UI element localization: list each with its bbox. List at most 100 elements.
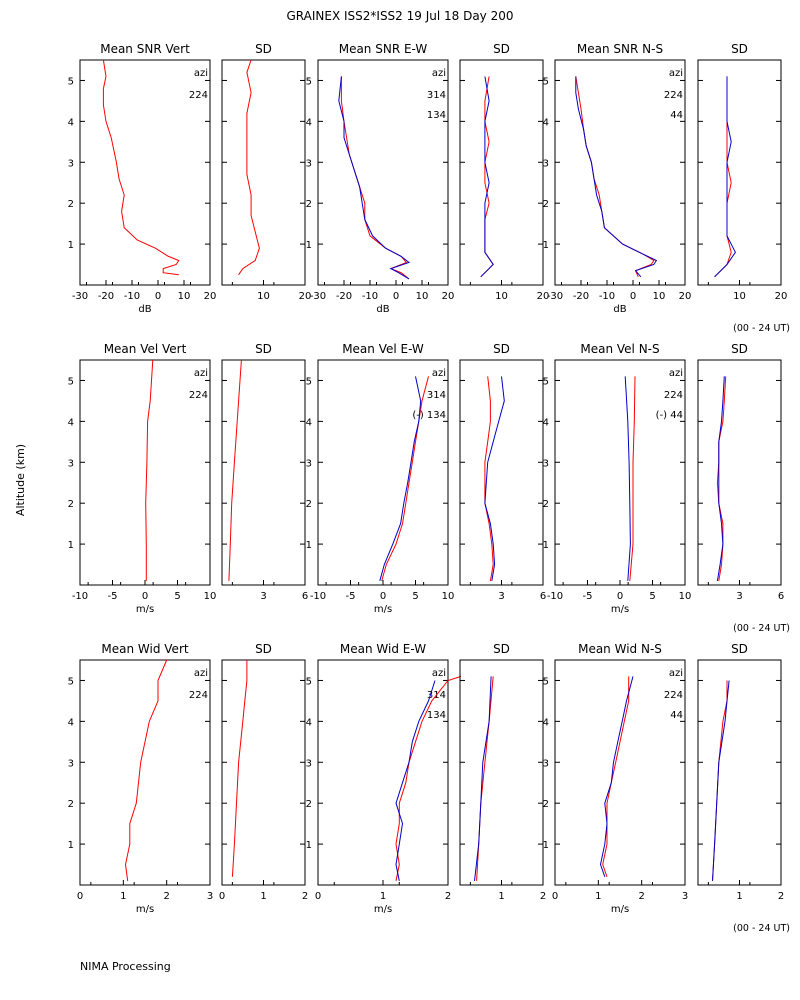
x-axis-label: m/s	[611, 604, 629, 615]
profile-line	[714, 76, 736, 278]
y-tick-label: 2	[543, 499, 549, 510]
x-tick-label: 2	[638, 891, 644, 902]
chart-panel: Mean Vel Vert -10 -5 0 5 10 1 2 3 4 5 m/s azi 224	[68, 342, 217, 615]
legend-entry: 224	[664, 390, 683, 401]
profile-line	[145, 359, 154, 581]
y-tick-label: 1	[68, 540, 74, 551]
y-tick-label: 1	[306, 540, 312, 551]
ut-range-label: (00 - 24 UT)	[733, 323, 790, 334]
profile-line	[338, 76, 411, 280]
y-tick-label: 5	[543, 76, 549, 87]
profile-line	[575, 76, 658, 278]
y-axis-label: Altitude (km)	[14, 444, 27, 516]
panel-title: SD	[731, 42, 748, 56]
y-tick-label: 3	[306, 158, 312, 169]
profile-line	[476, 676, 494, 881]
x-tick-label: -20	[98, 291, 114, 302]
panel-title: Mean Vel N-S	[580, 342, 659, 356]
x-tick-label: 10	[733, 291, 746, 302]
panel-title: Mean Wid N-S	[578, 642, 662, 656]
panel-frame	[554, 59, 686, 286]
chart-panel: SD 10 20	[221, 42, 311, 302]
x-tick-label: 3	[736, 591, 742, 602]
chart-panel: SD 1 2	[697, 642, 784, 902]
figure-title: GRAINEX ISS2*ISS2 19 Jul 18 Day 200	[287, 9, 514, 23]
y-tick-label: 3	[543, 458, 549, 469]
profile-line	[395, 675, 462, 881]
x-tick-label: 0	[315, 891, 321, 902]
y-tick-label: 3	[68, 758, 74, 769]
legend-entry: 44	[670, 110, 683, 121]
x-tick-label: 5	[412, 591, 418, 602]
y-tick-label: 5	[306, 76, 312, 87]
y-tick-label: 4	[543, 717, 549, 728]
chart-panel: Mean SNR N-S -30 -20 -10 0 10 20 1 2 3 4 5 dB azi 224 4…	[543, 42, 692, 315]
x-tick-label: -10	[72, 591, 88, 602]
ut-range-label: (00 - 24 UT)	[733, 623, 790, 634]
panel-title: SD	[731, 642, 748, 656]
panel-frame	[459, 659, 544, 886]
legend-header: azi	[194, 368, 208, 379]
legend-entry: 224	[189, 690, 208, 701]
x-tick-label: 10	[679, 591, 692, 602]
x-tick-label: 0	[380, 591, 386, 602]
legend-header: azi	[432, 368, 446, 379]
legend-entry: (-) 134	[412, 410, 446, 421]
chart-panel: SD 3 6	[221, 342, 308, 602]
profile-line	[379, 376, 422, 582]
x-tick-label: -10	[599, 291, 615, 302]
y-tick-label: 2	[68, 499, 74, 510]
x-tick-label: -10	[124, 291, 140, 302]
x-tick-label: 20	[204, 291, 217, 302]
x-tick-label: 6	[540, 591, 546, 602]
panel-frame	[697, 659, 782, 886]
x-tick-label: 20	[775, 291, 788, 302]
y-tick-label: 5	[306, 676, 312, 687]
x-tick-label: 10	[416, 291, 429, 302]
x-tick-label: 1	[595, 891, 601, 902]
y-tick-label: 2	[543, 799, 549, 810]
x-tick-label: 10	[442, 591, 455, 602]
y-tick-label: 4	[306, 417, 312, 428]
profile-line	[629, 376, 636, 581]
y-tick-label: 3	[68, 458, 74, 469]
x-tick-label: -10	[547, 591, 563, 602]
ut-range-label: (00 - 24 UT)	[733, 923, 790, 934]
legend-header: azi	[669, 368, 683, 379]
y-tick-label: 5	[68, 676, 74, 687]
panels-grid: (00 - 24 UT)Mean SNR Vert-30 -20 -10 0 10 201…	[68, 42, 790, 934]
profile-line	[716, 376, 725, 581]
x-axis-label: m/s	[136, 604, 154, 615]
x-tick-label: 1	[380, 891, 386, 902]
x-tick-label: -20	[336, 291, 352, 302]
panel-frame	[697, 59, 782, 286]
chart-panel: SD 3 6	[697, 342, 784, 602]
profile-line	[474, 676, 492, 881]
profile-line	[395, 680, 436, 881]
panel-frame	[79, 59, 211, 286]
panel-frame	[697, 359, 782, 586]
profile-line	[624, 376, 631, 581]
y-tick-label: 5	[306, 376, 312, 387]
y-tick-label: 5	[543, 376, 549, 387]
x-tick-label: 3	[498, 591, 504, 602]
profile-line	[484, 376, 494, 581]
y-tick-label: 2	[543, 199, 549, 210]
x-tick-label: 20	[537, 291, 550, 302]
x-tick-label: 20	[679, 291, 692, 302]
panel-frame	[459, 359, 544, 586]
x-tick-label: 1	[736, 891, 742, 902]
x-tick-label: -30	[310, 291, 326, 302]
x-tick-label: 3	[260, 591, 266, 602]
y-tick-label: 4	[543, 417, 549, 428]
x-tick-label: 1	[498, 891, 504, 902]
panel-title: Mean SNR Vert	[100, 42, 190, 56]
profile-line	[599, 676, 634, 877]
x-axis-label: m/s	[611, 904, 629, 915]
x-axis-label: m/s	[374, 604, 392, 615]
legend-entry: 314	[427, 390, 446, 401]
y-tick-label: 1	[68, 240, 74, 251]
y-tick-label: 4	[68, 417, 74, 428]
legend-entry: (-) 44	[656, 410, 683, 421]
x-tick-label: 2	[778, 891, 784, 902]
